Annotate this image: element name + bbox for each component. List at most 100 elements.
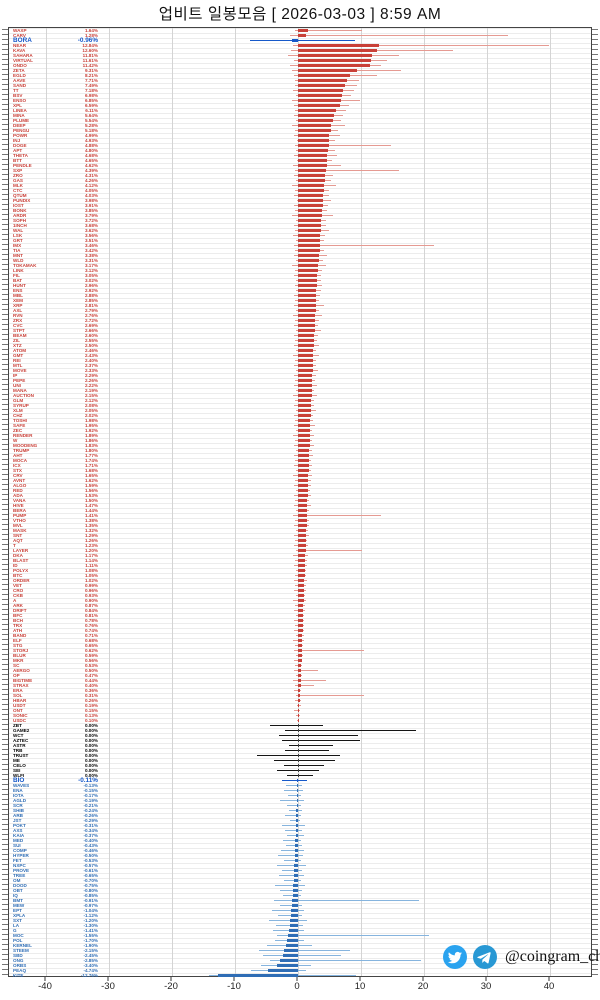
coin-change-pct: 0.00% xyxy=(84,738,98,743)
candle-wick xyxy=(286,804,301,807)
coin-row: ONT 0.15% xyxy=(9,708,591,713)
coin-ticker: TOSHI xyxy=(13,418,27,423)
coin-ticker: ID xyxy=(13,563,18,568)
coin-change-pct: 0.00% xyxy=(84,748,98,753)
coin-ticker: PENDLE xyxy=(13,163,32,168)
coin-row: TRB 0.00% xyxy=(9,748,591,753)
candle-body xyxy=(298,534,307,537)
coin-row: APT 4.80% xyxy=(9,148,591,153)
candle-body xyxy=(298,524,307,527)
coin-row: PEPE 2.26% xyxy=(9,378,591,383)
coin-ticker: XTZ xyxy=(13,343,22,348)
coin-change-pct: 1.50% xyxy=(84,498,98,503)
coin-row: WAXP 1.64% xyxy=(9,28,591,33)
coin-row: XEM 2.85% xyxy=(9,298,591,303)
coin-change-pct: -0.91% xyxy=(83,898,98,903)
coin-ticker: KITE xyxy=(13,973,24,978)
candle-body xyxy=(298,554,306,557)
candle-body xyxy=(298,389,312,392)
candle-body xyxy=(297,779,299,782)
coin-change-pct: -0.11% xyxy=(78,777,98,784)
coin-change-pct: 1.35% xyxy=(84,523,98,528)
coin-row: AUCTION 2.15% xyxy=(9,393,591,398)
coin-row: USDC 0.10% xyxy=(9,718,591,723)
coin-row: TRUST 0.00% xyxy=(9,753,591,758)
coin-ticker: ERA xyxy=(13,688,23,693)
coin-row: EPT -1.04% xyxy=(9,908,591,913)
candle-body xyxy=(298,579,305,582)
candle-wick xyxy=(288,744,333,747)
candle-body xyxy=(298,679,301,682)
coin-ticker: RVN xyxy=(13,313,23,318)
coin-change-pct: 0.13% xyxy=(84,713,98,718)
coin-ticker: MED xyxy=(13,838,24,843)
candle-body xyxy=(298,434,310,437)
coin-row: ATOM 2.46% xyxy=(9,348,591,353)
coin-change-pct: 0.90% xyxy=(84,598,98,603)
coin-ticker: ATH xyxy=(13,628,23,633)
coin-ticker: AHT xyxy=(13,453,23,458)
coin-change-pct: 0.40% xyxy=(84,683,98,688)
coin-change-pct: 3.38% xyxy=(84,253,98,258)
coin-ticker: STRAX xyxy=(13,683,29,688)
candle-body xyxy=(298,164,328,167)
candle-body xyxy=(276,964,298,967)
coin-ticker: SAND xyxy=(13,83,27,88)
coin-row: HUNT 2.96% xyxy=(9,283,591,288)
coin-row: SHIB -0.24% xyxy=(9,808,591,813)
coin-change-pct: -0.26% xyxy=(83,813,98,818)
coin-ticker: FIL xyxy=(13,273,20,278)
coin-change-pct: 8.21% xyxy=(84,73,98,78)
coin-change-pct: -1.04% xyxy=(83,908,98,913)
coin-row: KAVA 12.60% xyxy=(9,48,591,53)
coin-row: DKA 1.17% xyxy=(9,553,591,558)
candle-wick xyxy=(280,799,304,802)
coin-change-pct: 0.19% xyxy=(84,703,98,708)
coin-ticker: CTC xyxy=(13,188,23,193)
candle-body xyxy=(298,349,314,352)
candle-body xyxy=(298,364,313,367)
coin-change-pct: 0.71% xyxy=(84,633,98,638)
coin-ticker: DRIFT xyxy=(13,608,27,613)
candle-body xyxy=(287,939,298,942)
coin-ticker: MOODENG xyxy=(13,443,38,448)
candle-body xyxy=(295,844,298,847)
candle-body xyxy=(298,499,308,502)
coin-change-pct: 0.87% xyxy=(84,603,98,608)
coin-change-pct: 3.72% xyxy=(84,218,98,223)
coin-row: ORDER 1.02% xyxy=(9,578,591,583)
coin-ticker: ARB xyxy=(13,813,23,818)
coin-change-pct: 2.08% xyxy=(84,403,98,408)
candle-wick xyxy=(289,34,509,37)
coin-row: BONK 3.85% xyxy=(9,208,591,213)
candle-wick xyxy=(276,864,306,867)
coin-ticker: DKA xyxy=(13,553,23,558)
coin-ticker: AVNT xyxy=(13,478,26,483)
coin-row: STEEM -2.15% xyxy=(9,948,591,953)
candle-body xyxy=(298,109,337,112)
coin-ticker: ORBS xyxy=(13,963,27,968)
candle-body xyxy=(298,454,310,457)
coin-row: ERA 0.36% xyxy=(9,688,591,693)
coin-row: TOSHI 1.98% xyxy=(9,418,591,423)
coin-change-pct: 0.00% xyxy=(84,733,98,738)
coin-ticker: 1INCH xyxy=(13,223,27,228)
candle-body xyxy=(298,294,317,297)
coin-change-pct: 1.28% xyxy=(84,33,98,38)
coin-ticker: PEAQ xyxy=(13,968,27,973)
coin-row: ID 1.11% xyxy=(9,563,591,568)
coin-row: PUNDIX 3.98% xyxy=(9,198,591,203)
coin-change-pct: 1.56% xyxy=(84,488,98,493)
candle-body xyxy=(293,879,298,882)
candle-body xyxy=(298,269,318,272)
coin-row: LAYER 1.20% xyxy=(9,548,591,553)
coin-ticker: MLK xyxy=(13,183,23,188)
candle-wick xyxy=(287,834,304,837)
coin-ticker: PROVE xyxy=(13,868,30,873)
candle-wick xyxy=(284,789,304,792)
coin-ticker: LAYER xyxy=(13,548,29,553)
coin-change-pct: -0.85% xyxy=(83,893,98,898)
coin-row: THETA 4.68% xyxy=(9,153,591,158)
coin-change-pct: -0.19% xyxy=(83,798,98,803)
candle-body xyxy=(290,914,298,917)
